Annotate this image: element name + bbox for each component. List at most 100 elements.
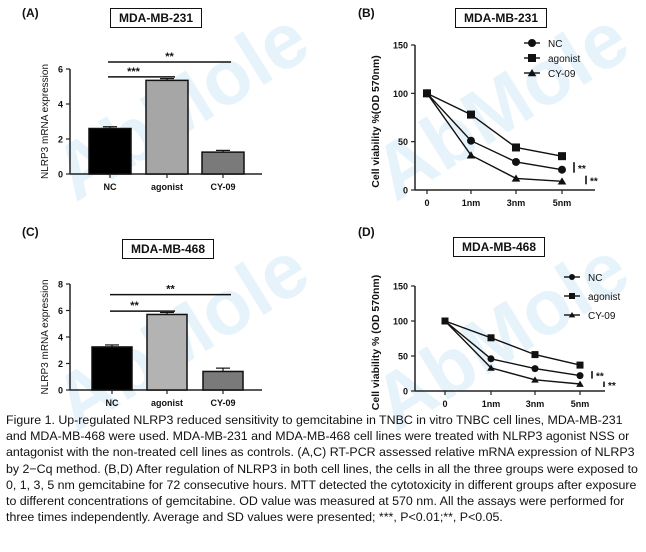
bar-agonist xyxy=(145,79,189,175)
bar-nc xyxy=(88,127,132,175)
bar-cy-09 xyxy=(202,370,244,391)
significance-label: *** xyxy=(127,66,141,78)
x-tick-label: 0 xyxy=(424,198,429,208)
panel-label: (C) xyxy=(22,225,39,239)
series-line-cy-09 xyxy=(444,320,581,385)
data-point-cy-09 xyxy=(511,174,521,182)
panel-title: MDA-MB-468 xyxy=(453,237,546,257)
legend-marker-agonist xyxy=(569,293,575,299)
significance-label: ** xyxy=(166,284,175,296)
bar-chart-a: 0 2 4 6 NLRP3 mRNA expression NC agonist CY-09 *… xyxy=(40,51,262,192)
x-tick-label: 3nm xyxy=(507,198,526,208)
panel-title: MDA-MB-231 xyxy=(455,8,548,28)
y-tick-label: 100 xyxy=(393,317,408,327)
panel-a: (A) MDA-MB-231 0 2 4 6 NLRP3 mRNA expression… xyxy=(0,0,320,205)
bar-chart-c: 0 2 4 6 8 NLRP3 mRNA expression NC agonist CY-09… xyxy=(40,279,262,408)
legend-marker-cy-09 xyxy=(527,69,537,77)
series-line-nc xyxy=(426,92,563,171)
data-point-agonist xyxy=(531,351,539,359)
data-point-cy-09 xyxy=(576,380,584,387)
line-chart-d: 0 50 100 150 Cell viability % (OD 570nm) 0 1nm… xyxy=(370,273,620,410)
x-tick-label: CY-09 xyxy=(210,398,235,408)
y-axis-label: Cell viability % (OD 570nm) xyxy=(370,275,382,410)
panel-title: MDA-MB-468 xyxy=(122,239,215,259)
data-point-agonist xyxy=(558,152,566,161)
y-axis-label: NLRP3 mRNA expression xyxy=(40,279,51,394)
data-point-cy-09 xyxy=(557,177,567,185)
bar-nc xyxy=(91,346,133,391)
significance-label: ** xyxy=(608,381,616,392)
y-tick-label: 4 xyxy=(58,100,63,110)
data-point-cy-09 xyxy=(466,151,476,159)
y-tick-label: 2 xyxy=(58,135,63,145)
data-point-cy-09 xyxy=(441,317,449,324)
series-line-cy-09 xyxy=(426,92,563,182)
bar-agonist xyxy=(146,313,188,391)
y-tick-label: 6 xyxy=(58,65,63,75)
series-line-agonist xyxy=(426,92,563,157)
y-tick-label: 150 xyxy=(393,282,408,292)
x-tick-label: CY-09 xyxy=(210,182,235,192)
data-point-cy-09 xyxy=(531,376,539,383)
y-tick-label: 2 xyxy=(58,359,63,369)
data-point-cy-09 xyxy=(487,364,495,371)
legend-marker-nc xyxy=(569,274,575,280)
panel-b: (B) MDA-MB-231 0 50 100 150 Cell viability %… xyxy=(320,0,646,208)
y-tick-label: 0 xyxy=(403,186,408,196)
y-tick-label: 150 xyxy=(393,41,408,51)
significance-label: ** xyxy=(578,164,586,175)
x-tick-label: NC xyxy=(104,182,117,192)
data-point-nc xyxy=(467,136,475,145)
x-tick-label: agonist xyxy=(151,398,183,408)
data-point-agonist xyxy=(576,361,584,369)
data-point-nc xyxy=(531,365,539,373)
figure-caption: Figure 1. Up-regulated NLRP3 reduced sen… xyxy=(6,413,638,525)
data-point-nc xyxy=(576,372,584,380)
y-tick-label: 0 xyxy=(403,387,408,397)
panel-d: (D) MDA-MB-468 0 50 100 150 Cell viability %… xyxy=(320,215,646,410)
significance-label: ** xyxy=(596,371,604,382)
x-tick-label: 1nm xyxy=(482,399,501,409)
legend-label: NC xyxy=(588,273,602,284)
x-tick-label: 3nm xyxy=(526,399,545,409)
legend-label: agonist xyxy=(588,292,620,303)
x-tick-label: 1nm xyxy=(462,198,481,208)
y-tick-label: 100 xyxy=(393,89,408,99)
y-tick-label: 4 xyxy=(58,333,63,343)
data-point-agonist xyxy=(467,110,475,119)
y-tick-label: 0 xyxy=(58,170,63,180)
x-tick-label: agonist xyxy=(151,182,183,192)
legend-label: agonist xyxy=(548,54,580,65)
legend-label: CY-09 xyxy=(548,69,576,80)
y-tick-label: 0 xyxy=(58,386,63,396)
significance-label: ** xyxy=(590,177,598,188)
panel-c: (C) MDA-MB-468 0 2 4 6 8 NLRP3 mRNA expressio… xyxy=(0,215,320,410)
y-tick-label: 6 xyxy=(58,306,63,316)
data-point-nc xyxy=(512,157,520,166)
y-tick-label: 50 xyxy=(398,137,408,147)
x-tick-label: NC xyxy=(106,398,119,408)
x-tick-label: 5nm xyxy=(553,198,572,208)
data-point-nc xyxy=(558,165,566,174)
legend-marker-cy-09 xyxy=(568,312,576,318)
panel-title: MDA-MB-231 xyxy=(110,8,203,28)
legend-label: NC xyxy=(548,39,562,50)
series-line-nc xyxy=(444,320,581,377)
line-chart-b: 0 50 100 150 Cell viability %(OD 570nm) 0 1nm 3… xyxy=(370,39,598,208)
significance-label: ** xyxy=(130,300,139,312)
legend-label: CY-09 xyxy=(588,311,616,322)
legend-marker-agonist xyxy=(528,54,536,62)
bar-cy-09 xyxy=(201,151,245,175)
data-point-agonist xyxy=(487,334,495,342)
data-point-nc xyxy=(487,355,495,363)
panel-label: (A) xyxy=(22,6,39,20)
panel-label: (D) xyxy=(358,225,375,239)
y-axis-label: Cell viability %(OD 570nm) xyxy=(370,55,382,187)
y-tick-label: 8 xyxy=(58,280,63,290)
data-point-agonist xyxy=(512,143,520,152)
y-tick-label: 50 xyxy=(398,352,408,362)
x-tick-label: 0 xyxy=(442,399,447,409)
x-tick-label: 5nm xyxy=(571,399,590,409)
legend-marker-nc xyxy=(528,39,536,47)
data-point-cy-09 xyxy=(422,89,432,97)
